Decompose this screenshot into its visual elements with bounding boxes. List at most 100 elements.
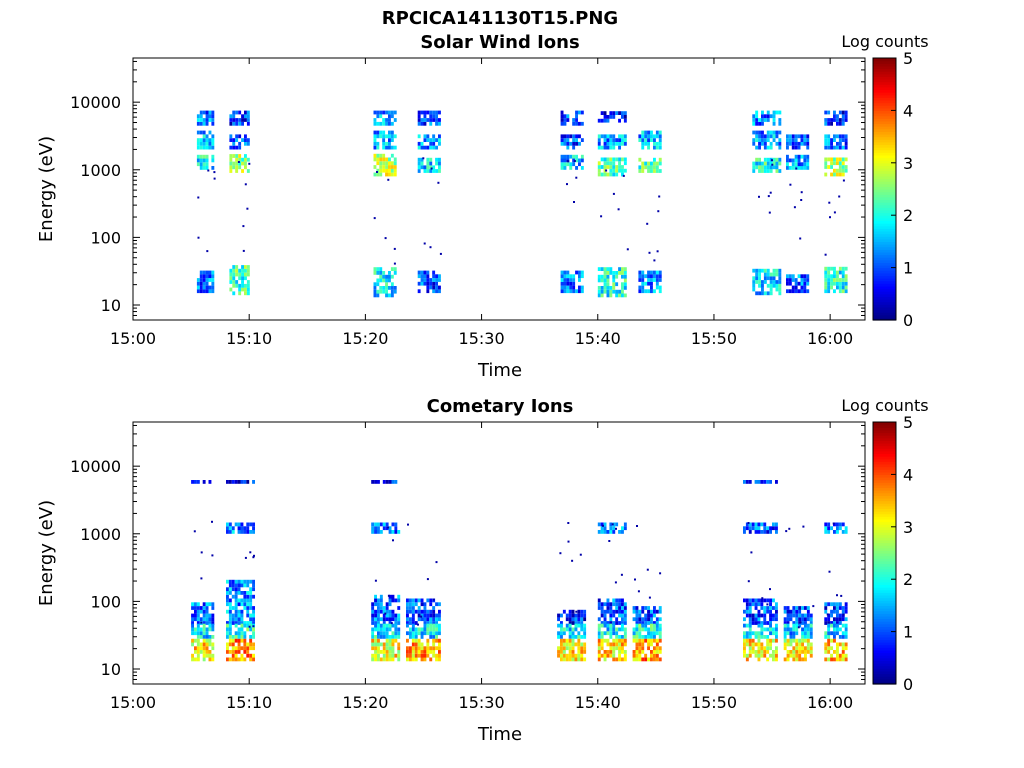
spectrogram-cell bbox=[794, 162, 798, 167]
count-speck bbox=[376, 171, 378, 173]
spectrogram-cell bbox=[191, 631, 194, 636]
spectrogram-cell bbox=[655, 623, 659, 628]
spectrogram-cell bbox=[612, 271, 616, 275]
spectrogram-cell bbox=[641, 130, 645, 135]
spectrogram-cell bbox=[246, 291, 250, 296]
spectrogram-cell bbox=[638, 621, 642, 625]
spectrogram-cell bbox=[751, 631, 755, 636]
spectrogram-cell bbox=[786, 613, 790, 618]
spectrogram-cell bbox=[420, 161, 424, 166]
spectrogram-cell bbox=[438, 138, 441, 142]
spectrogram-cell bbox=[623, 621, 627, 625]
spectrogram-cell bbox=[772, 121, 776, 126]
spectrogram-cell bbox=[789, 635, 793, 639]
spectrogram-cell bbox=[609, 289, 613, 294]
colorbar-band bbox=[873, 555, 896, 559]
spectrogram-cell bbox=[618, 606, 621, 610]
spectrogram-cell bbox=[196, 653, 200, 658]
spectrogram-cell bbox=[565, 646, 569, 651]
count-speck bbox=[611, 523, 614, 526]
colorbar-band bbox=[873, 291, 896, 295]
spectrogram-cell bbox=[393, 172, 397, 177]
spectrogram-cell bbox=[423, 627, 427, 632]
spectrogram-cell bbox=[830, 172, 833, 177]
spectrogram-cell bbox=[560, 141, 564, 146]
spectrogram-cell bbox=[376, 121, 380, 126]
spectrogram-cell bbox=[569, 281, 573, 286]
spectrogram-cell bbox=[644, 635, 648, 639]
spectrogram-cell bbox=[609, 621, 613, 625]
spectrogram-cell bbox=[432, 114, 436, 119]
spectrogram-cell bbox=[243, 631, 247, 636]
colorbar-band bbox=[873, 238, 896, 242]
spectrogram-cell bbox=[241, 169, 244, 173]
spectrogram-cell bbox=[755, 134, 759, 139]
spectrogram-cell bbox=[391, 635, 395, 639]
spectrogram-cell bbox=[755, 157, 759, 162]
spectrogram-cell bbox=[841, 118, 845, 122]
spectrogram-cell bbox=[572, 141, 576, 146]
spectrogram-cell bbox=[775, 280, 779, 284]
spectrogram-cell bbox=[572, 158, 576, 163]
colorbar-band bbox=[873, 463, 896, 468]
spectrogram-cell bbox=[783, 631, 787, 636]
spectrogram-cell bbox=[775, 130, 779, 135]
spectrogram-cell bbox=[426, 621, 430, 625]
spectrogram-cell bbox=[244, 114, 247, 119]
spectrogram-cell bbox=[621, 657, 624, 662]
spectrogram-cell bbox=[226, 522, 229, 527]
count-speck bbox=[812, 605, 815, 608]
spectrogram-cell bbox=[205, 118, 209, 122]
spectrogram-cell bbox=[655, 617, 659, 622]
spectrogram-cell bbox=[394, 635, 398, 639]
spectrogram-cell bbox=[196, 609, 200, 614]
spectrogram-cell bbox=[568, 627, 572, 632]
spectrogram-cell bbox=[391, 657, 395, 662]
spectrogram-cell bbox=[836, 621, 839, 625]
spectrogram-cell bbox=[577, 631, 581, 636]
colorbar-band bbox=[873, 241, 896, 245]
spectrogram-cell bbox=[432, 285, 436, 290]
spectrogram-cell bbox=[600, 289, 604, 294]
spectrogram-cell bbox=[786, 642, 790, 647]
spectrogram-cell bbox=[417, 121, 421, 126]
colorbar-tick-label: 0 bbox=[903, 675, 913, 694]
count-speck bbox=[566, 183, 568, 186]
spectrogram-cell bbox=[763, 272, 767, 277]
spectrogram-cell bbox=[824, 642, 828, 647]
spectrogram-cell bbox=[788, 281, 792, 286]
colorbar-band bbox=[873, 558, 896, 562]
spectrogram-cell bbox=[414, 642, 418, 647]
spectrogram-cell bbox=[761, 161, 764, 166]
spectrogram-cell bbox=[612, 646, 616, 651]
spectrogram-cell bbox=[394, 522, 398, 527]
spectrogram-cell bbox=[603, 271, 607, 275]
spectrogram-cell bbox=[226, 631, 229, 636]
spectrogram-cell bbox=[621, 609, 624, 614]
spectrogram-cell bbox=[557, 631, 560, 636]
spectrogram-cell bbox=[237, 591, 241, 595]
count-speck bbox=[615, 527, 617, 530]
spectrogram-cell bbox=[827, 110, 831, 115]
spectrogram-cell bbox=[772, 161, 776, 166]
spectrogram-cell bbox=[621, 613, 624, 618]
spectrogram-cell bbox=[238, 283, 242, 288]
spectrogram-cell bbox=[844, 602, 848, 607]
spectrogram-cell bbox=[789, 653, 793, 658]
spectrogram-cell bbox=[623, 617, 627, 622]
spectrogram-cell bbox=[647, 169, 650, 173]
spectrogram-cell bbox=[435, 114, 438, 119]
spectrogram-cell bbox=[191, 653, 194, 658]
spectrogram-cell bbox=[243, 602, 247, 607]
spectrogram-cell bbox=[371, 530, 375, 534]
spectrogram-cell bbox=[612, 286, 616, 290]
spectrogram-cell bbox=[376, 130, 380, 135]
colorbar-band bbox=[873, 432, 896, 436]
spectrogram-cell bbox=[838, 266, 842, 271]
spectrogram-cell bbox=[658, 289, 662, 294]
spectrogram-cell bbox=[775, 165, 779, 170]
spectrogram-cell bbox=[789, 609, 793, 614]
spectrogram-cell bbox=[838, 653, 842, 658]
colorbar-band bbox=[873, 516, 896, 520]
count-speck bbox=[253, 554, 255, 557]
